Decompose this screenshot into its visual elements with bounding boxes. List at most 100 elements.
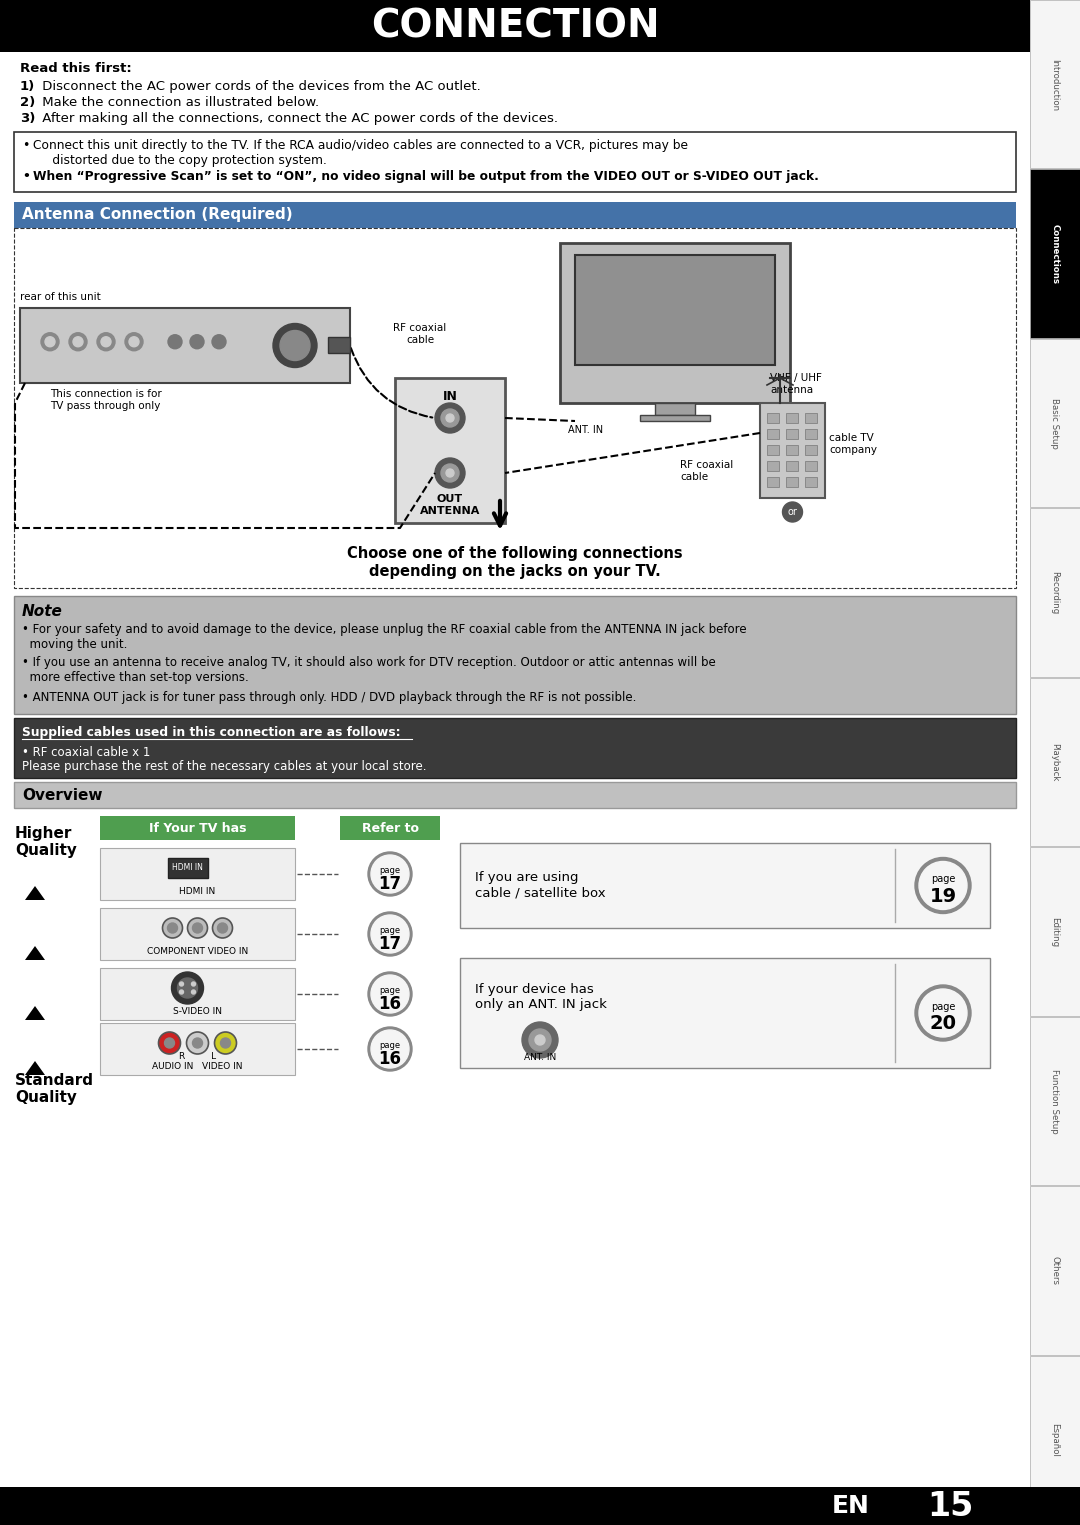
Text: rear of this unit: rear of this unit [21,291,100,302]
Text: Others: Others [1051,1257,1059,1286]
Text: Make the connection as illustrated below.: Make the connection as illustrated below… [38,96,319,108]
Bar [0,1487,1080,1525]
Bar [100,968,295,1020]
Circle shape [915,857,971,913]
Text: Higher
Quality: Higher Quality [15,827,77,859]
Text: Refer to: Refer to [362,822,419,834]
Circle shape [192,1039,203,1048]
Bar [100,1023,295,1075]
Bar [786,461,798,471]
Bar [100,848,295,900]
Bar [1030,848,1080,1016]
Text: Playback: Playback [1051,743,1059,782]
Text: Read this first:: Read this first: [21,63,132,75]
Circle shape [783,502,802,522]
Circle shape [368,912,411,956]
Text: Standard
Quality: Standard Quality [15,1074,94,1106]
Bar [805,461,816,471]
Bar [767,429,779,439]
Text: When “Progressive Scan” is set to “ON”, no video signal will be output from the : When “Progressive Scan” is set to “ON”, … [33,169,819,183]
Circle shape [41,332,59,351]
Circle shape [188,918,207,938]
Circle shape [273,323,318,368]
Circle shape [168,336,183,349]
Bar [1030,1356,1080,1523]
Text: • For your safety and to avoid damage to the device, please unplug the RF coaxia: • For your safety and to avoid damage to… [22,624,746,651]
Bar [167,859,207,878]
Text: AUDIO IN   VIDEO IN: AUDIO IN VIDEO IN [152,1061,243,1071]
Text: depending on the jacks on your TV.: depending on the jacks on your TV. [369,564,661,580]
Bar [1030,1017,1080,1185]
Circle shape [179,990,184,994]
Bar [767,477,779,486]
Bar [0,0,1030,52]
Text: page: page [379,987,401,994]
Circle shape [919,990,967,1037]
Bar [1030,508,1080,677]
Text: 19: 19 [930,886,957,906]
Circle shape [372,974,409,1013]
Circle shape [190,336,204,349]
Circle shape [187,1032,208,1054]
Text: If your device has
only an ANT. IN jack: If your device has only an ANT. IN jack [475,984,607,1011]
Text: This connection is for
TV pass through only: This connection is for TV pass through o… [50,389,162,410]
Bar [460,843,990,929]
Circle shape [280,331,310,360]
Circle shape [179,982,184,987]
Circle shape [215,1032,237,1054]
Text: OUT: OUT [437,494,463,503]
Text: page: page [931,1002,955,1013]
Bar [14,133,1016,192]
Text: Overview: Overview [22,787,103,802]
Circle shape [164,1039,175,1048]
Text: R         L: R L [179,1052,216,1061]
Text: ANTENNA: ANTENNA [420,506,481,515]
Text: •: • [22,169,30,183]
Circle shape [102,337,111,346]
Circle shape [441,409,459,427]
Circle shape [372,856,409,894]
Text: RF coaxial
cable: RF coaxial cable [680,461,733,482]
Polygon shape [25,1006,45,1020]
Text: 16: 16 [378,994,402,1013]
Bar [14,718,1016,778]
Circle shape [125,332,143,351]
Bar [786,413,798,422]
Bar [640,415,710,421]
Bar [654,403,696,415]
Text: page: page [379,866,401,875]
Circle shape [435,458,465,488]
Text: Editing: Editing [1051,917,1059,947]
Bar [1030,339,1080,508]
Text: 16: 16 [378,1051,402,1068]
Bar [786,445,798,454]
Circle shape [167,923,177,933]
Text: 15: 15 [927,1490,973,1522]
Circle shape [172,971,203,1003]
Circle shape [220,1039,230,1048]
Bar [14,201,1016,229]
Bar [21,308,350,383]
Text: cable TV
company: cable TV company [829,433,877,454]
Text: Antenna Connection (Required): Antenna Connection (Required) [22,207,293,223]
Text: Connections: Connections [1051,224,1059,284]
Text: COMPONENT VIDEO IN: COMPONENT VIDEO IN [147,947,248,956]
Circle shape [368,852,411,897]
Text: 20: 20 [930,1014,957,1032]
Text: 1): 1) [21,79,36,93]
Text: Note: Note [22,604,63,619]
Text: If Your TV has: If Your TV has [149,822,246,834]
Circle shape [159,1032,180,1054]
Circle shape [177,978,198,997]
Text: page: page [379,1042,401,1051]
Text: RF coaxial
cable: RF coaxial cable [393,323,447,345]
Circle shape [446,470,454,477]
Circle shape [915,985,971,1042]
Bar [460,958,990,1068]
Text: If you are using
cable / satellite box: If you are using cable / satellite box [475,871,606,900]
Text: Choose one of the following connections: Choose one of the following connections [347,546,683,561]
Bar [328,337,350,352]
Text: ANT. IN: ANT. IN [568,425,603,435]
Polygon shape [25,1061,45,1075]
Text: 17: 17 [378,875,402,894]
